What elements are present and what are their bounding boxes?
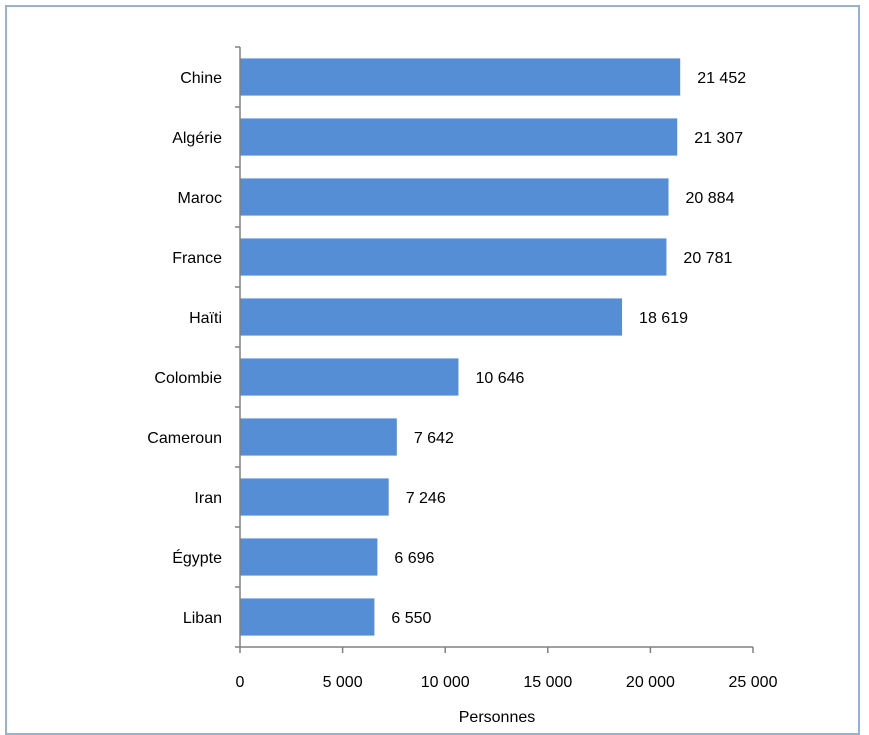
x-tick-label-2: 10 000 — [421, 674, 470, 691]
bar-6 — [240, 418, 397, 456]
bar-4 — [240, 298, 623, 336]
bar-3 — [240, 238, 667, 276]
bar-2 — [240, 178, 669, 216]
category-label-7: Iran — [194, 490, 222, 507]
bar-0 — [240, 58, 681, 96]
category-label-8: Égypte — [172, 548, 222, 567]
labels-group: Chine 21 452 Algérie 21 307 Maroc 20 884 Franc… — [147, 70, 777, 691]
value-label-7: 7 246 — [406, 490, 446, 507]
bar-7 — [240, 478, 389, 516]
category-label-9: Liban — [183, 610, 222, 627]
category-label-1: Algérie — [172, 130, 222, 147]
value-label-3: 20 781 — [683, 250, 732, 267]
bar-1 — [240, 118, 678, 156]
x-tick-label-3: 15 000 — [523, 674, 572, 691]
value-label-4: 18 619 — [639, 310, 688, 327]
category-label-3: France — [172, 250, 222, 267]
value-label-0: 21 452 — [697, 70, 746, 87]
bar-8 — [240, 538, 378, 576]
category-label-0: Chine — [180, 70, 222, 87]
value-label-8: 6 696 — [394, 550, 434, 567]
category-label-4: Haïti — [189, 310, 222, 327]
x-tick-label-5: 25 000 — [729, 674, 778, 691]
x-tick-label-0: 0 — [236, 674, 245, 691]
category-label-6: Cameroun — [147, 430, 222, 447]
axes-group — [235, 46, 754, 653]
value-label-1: 21 307 — [694, 130, 743, 147]
bar-5 — [240, 358, 459, 396]
value-label-6: 7 642 — [414, 430, 454, 447]
x-tick-label-1: 5 000 — [323, 674, 363, 691]
value-label-9: 6 550 — [391, 610, 431, 627]
x-tick-label-4: 20 000 — [626, 674, 675, 691]
bars-group — [240, 58, 681, 636]
category-label-2: Maroc — [178, 190, 222, 207]
value-label-2: 20 884 — [686, 190, 735, 207]
value-label-5: 10 646 — [475, 370, 524, 387]
x-axis-title: Personnes — [459, 709, 536, 726]
bar-9 — [240, 598, 375, 636]
category-label-5: Colombie — [154, 370, 222, 387]
